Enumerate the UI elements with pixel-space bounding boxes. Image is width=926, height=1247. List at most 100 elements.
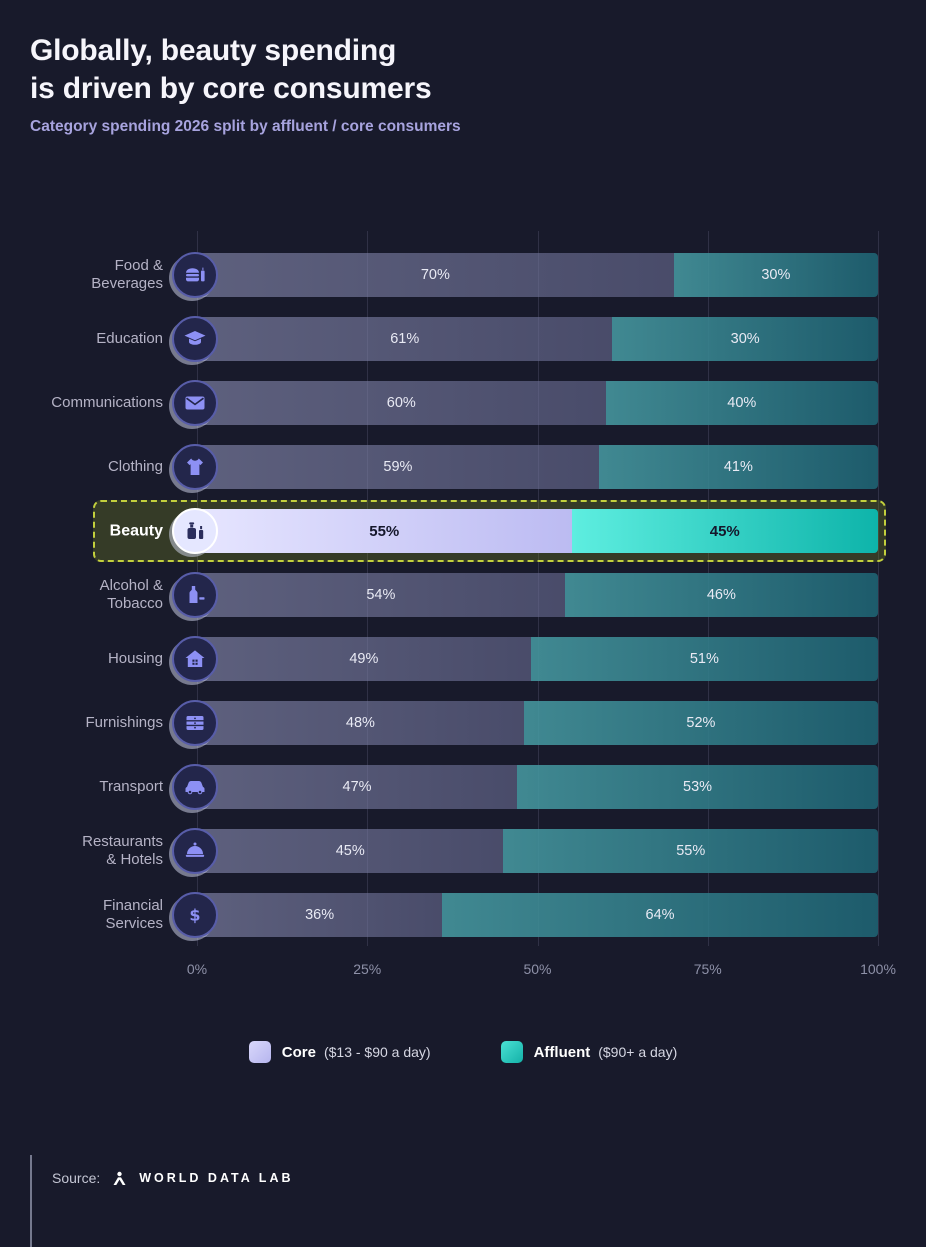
stacked-bar: 48% 52% xyxy=(197,701,878,745)
beauty-icon xyxy=(172,508,218,554)
stacked-bar: 60% 40% xyxy=(197,381,878,425)
core-value-label: 59% xyxy=(383,459,413,475)
affluent-value-label: 51% xyxy=(689,651,719,667)
x-tick-label: 100% xyxy=(860,961,896,977)
core-value-label: 47% xyxy=(342,779,372,795)
legend: Core ($13 - $90 a day) Affluent ($90+ a … xyxy=(0,1041,926,1063)
affluent-value-label: 52% xyxy=(686,715,716,731)
legend-item-core: Core ($13 - $90 a day) xyxy=(248,1041,431,1063)
stacked-bar: 45% 55% xyxy=(197,829,878,873)
core-segment: 47% xyxy=(197,765,518,809)
chart-row: Clothing 59% 41% xyxy=(0,444,926,490)
stacked-bar: 49% 51% xyxy=(197,637,878,681)
core-segment: 70% xyxy=(197,253,674,297)
chart-row: Education 61% 30% xyxy=(0,316,926,362)
category-label: Beauty xyxy=(109,522,163,540)
core-value-label: 48% xyxy=(345,715,375,731)
chart-row: Housing 49% 51% xyxy=(0,636,926,682)
affluent-segment: 55% xyxy=(503,829,878,873)
legend-item-affluent: Affluent ($90+ a day) xyxy=(500,1041,678,1063)
core-value-label: 55% xyxy=(369,522,400,540)
category-label: Alcohol & Tobacco xyxy=(99,577,163,612)
x-tick-label: 25% xyxy=(353,961,382,977)
category-label: Furnishings xyxy=(85,714,163,731)
header: Globally, beauty spending is driven by c… xyxy=(0,0,926,136)
communications-icon xyxy=(172,380,218,426)
legend-core-label: Core xyxy=(281,1043,316,1061)
chart: Food & Beverages 70% 30% Education 61% 30% Com… xyxy=(0,231,926,991)
transport-icon xyxy=(172,764,218,810)
chart-row: Transport 47% 53% xyxy=(0,764,926,810)
title-line-2: is driven by core consumers xyxy=(30,72,432,105)
gridline xyxy=(878,231,879,946)
svg-text:$: $ xyxy=(189,906,200,925)
category-label: Education xyxy=(96,330,163,347)
affluent-value-label: 30% xyxy=(730,331,760,347)
legend-core-desc: ($13 - $90 a day) xyxy=(323,1044,431,1060)
food-beverages-icon xyxy=(172,252,218,298)
footer-rule xyxy=(30,1155,32,1247)
chart-row: Furnishings 48% 52% xyxy=(0,700,926,746)
chart-row: Financial Services 36% 64% $ xyxy=(0,892,926,938)
core-value-label: 60% xyxy=(386,395,416,411)
affluent-segment: 53% xyxy=(517,765,878,809)
restaurants-hotels-icon xyxy=(172,828,218,874)
core-value-label: 70% xyxy=(420,267,450,283)
legend-affluent-label: Affluent xyxy=(533,1043,591,1061)
chart-rows: Food & Beverages 70% 30% Education 61% 30% Com… xyxy=(0,252,926,957)
affluent-segment: 64% xyxy=(442,893,878,937)
stacked-bar: 54% 46% xyxy=(197,573,878,617)
core-segment: 55% xyxy=(197,509,572,553)
stacked-bar: 61% 30% xyxy=(197,317,878,361)
x-tick-label: 50% xyxy=(523,961,552,977)
clothing-icon xyxy=(172,444,218,490)
core-value-label: 49% xyxy=(349,651,379,667)
affluent-segment: 40% xyxy=(605,381,878,425)
education-icon xyxy=(172,316,218,362)
core-segment: 45% xyxy=(197,829,504,873)
furnishings-icon xyxy=(172,700,218,746)
core-segment: 54% xyxy=(197,573,565,617)
x-axis: 0% 25% 50% 75% 100% xyxy=(187,961,896,983)
affluent-segment: 52% xyxy=(523,701,878,745)
stacked-bar: 55% 45% xyxy=(197,509,878,553)
page-subtitle: Category spending 2026 split by affluent… xyxy=(30,118,461,135)
chart-row: Restaurants & Hotels 45% 55% xyxy=(0,828,926,874)
core-segment: 48% xyxy=(197,701,524,745)
chart-row: Alcohol & Tobacco 54% 46% xyxy=(0,572,926,618)
affluent-segment: 30% xyxy=(612,317,878,361)
category-label: Transport xyxy=(99,778,163,795)
affluent-value-label: 55% xyxy=(676,843,706,859)
title-line-1: Globally, beauty spending xyxy=(30,34,397,67)
stacked-bar: 47% 53% xyxy=(197,765,878,809)
affluent-value-label: 40% xyxy=(727,395,757,411)
category-label: Food & Beverages xyxy=(91,257,163,292)
affluent-value-label: 53% xyxy=(683,779,713,795)
affluent-value-label: 30% xyxy=(761,267,791,283)
category-label: Restaurants & Hotels xyxy=(82,833,163,868)
affluent-segment: 45% xyxy=(571,509,878,553)
core-segment: 61% xyxy=(197,317,613,361)
core-value-label: 54% xyxy=(366,587,396,603)
category-label: Financial Services xyxy=(102,897,163,932)
housing-icon xyxy=(172,636,218,682)
source-brand: WORLD DATA LAB xyxy=(139,1171,294,1185)
core-segment: 49% xyxy=(197,637,531,681)
stacked-bar: 36% 64% xyxy=(197,893,878,937)
stacked-bar: 70% 30% xyxy=(197,253,878,297)
affluent-value-label: 46% xyxy=(706,587,736,603)
affluent-segment: 51% xyxy=(530,637,878,681)
legend-affluent-desc: ($90+ a day) xyxy=(598,1044,678,1060)
financial-services-icon: $ xyxy=(172,892,218,938)
category-label: Housing xyxy=(107,650,163,667)
affluent-swatch xyxy=(500,1041,523,1063)
category-label: Communications xyxy=(51,394,163,411)
alcohol-tobacco-icon xyxy=(172,572,218,618)
core-segment: 36% xyxy=(197,893,443,937)
affluent-segment: 46% xyxy=(564,573,878,617)
affluent-segment: 30% xyxy=(673,253,878,297)
source-line: Source: WORLD DATA LAB xyxy=(52,1170,294,1186)
x-tick-label: 0% xyxy=(186,961,208,977)
core-segment: 60% xyxy=(197,381,606,425)
